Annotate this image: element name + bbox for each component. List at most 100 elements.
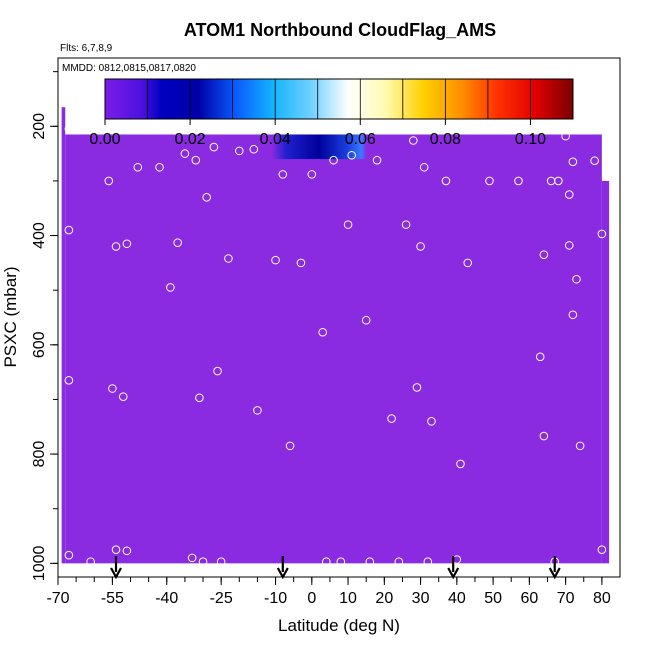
colorbar: 0.00 0.02 0.04 0.06 0.08 0.10 [89, 78, 574, 148]
sample-point [387, 414, 396, 423]
sample-point [361, 315, 371, 325]
sample-point [568, 310, 578, 320]
sample-point [118, 392, 128, 402]
colorbar-tick-label: 0.02 [175, 131, 206, 148]
sample-point [561, 131, 570, 141]
colorbar-tick-label: 0.08 [430, 131, 461, 148]
sample-point [394, 557, 404, 567]
sample-point [64, 376, 74, 385]
sample-point [401, 220, 411, 229]
sample-point [198, 557, 208, 567]
sample-point [133, 162, 143, 172]
sample-point [597, 545, 607, 554]
y-axis-label: PSXC (mbar) [1, 266, 20, 367]
sample-point [463, 258, 473, 268]
sample-point [216, 557, 226, 567]
x-tick-label: -70 [46, 590, 69, 607]
sample-point [590, 156, 599, 166]
y-tick-label: 200 [31, 113, 48, 140]
sample-point [111, 242, 121, 251]
sample-point [195, 393, 204, 403]
colorbar-tick-label: 0.10 [515, 131, 546, 148]
sample-point [64, 124, 74, 134]
sample-point [104, 176, 114, 186]
x-tick-label: -40 [155, 590, 178, 607]
sample-point [575, 441, 585, 451]
x-tick-label: 70 [557, 590, 575, 607]
sample-point [597, 229, 607, 239]
sample-point [318, 327, 327, 337]
colorbar-tick-label: 0.00 [89, 131, 120, 148]
colorbar-gradient [104, 78, 574, 120]
sample-point [372, 155, 382, 165]
field-edge-right [601, 180, 610, 564]
sample-point [419, 162, 429, 172]
sample-point [412, 383, 422, 392]
sample-point [329, 155, 338, 165]
x-tick-label: 30 [412, 590, 430, 607]
chart-title: ATOM1 Northbound CloudFlag_AMS [184, 20, 496, 40]
sample-point [180, 149, 190, 158]
sample-point [224, 254, 233, 263]
sample-point [514, 176, 523, 186]
axes: -70 -55 -40 -25 -10 0 10 20 30 40 50 60 70 80 200 400 60… [31, 71, 611, 607]
sample-point [539, 250, 549, 259]
sample-point [343, 220, 353, 229]
x-tick-label: 20 [375, 590, 393, 607]
sample-point [122, 239, 132, 249]
sample-point [234, 146, 244, 156]
colorbar-tick-label: 0.06 [345, 131, 376, 148]
sample-point [111, 545, 121, 554]
flights-note: Flts: 6,7,8,9 [60, 43, 113, 54]
field-background [65, 134, 602, 564]
sample-point [187, 553, 197, 563]
sample-point [108, 384, 117, 393]
sample-point [285, 441, 295, 451]
sample-point [535, 352, 545, 362]
x-tick-label: 0 [307, 590, 316, 607]
sample-point [456, 459, 465, 469]
sample-point [253, 406, 262, 415]
sample-point [336, 557, 346, 567]
dates-note: MMDD: 0812,0815,0817,0820 [62, 63, 196, 74]
sample-point [423, 557, 433, 567]
sample-point [213, 366, 222, 376]
sample-point [307, 170, 317, 179]
x-axis-label: Latitude (deg N) [278, 616, 400, 635]
plot-area [61, 107, 610, 580]
sample-point [271, 255, 280, 265]
sample-point [86, 557, 95, 567]
sample-point [564, 241, 574, 250]
x-tick-label: 80 [593, 590, 611, 607]
sample-point [296, 258, 306, 268]
x-tick-label: -25 [210, 590, 233, 607]
sample-point [554, 176, 563, 186]
sample-point [191, 155, 201, 165]
sample-point [409, 136, 418, 145]
y-tick-label: 800 [31, 441, 48, 468]
sample-point [122, 546, 132, 556]
sample-point [365, 557, 375, 567]
sample-point [564, 190, 574, 199]
x-tick-label: -55 [101, 590, 124, 607]
colorbar-tick-label: 0.04 [260, 131, 291, 148]
sample-point [209, 142, 219, 152]
sample-point [347, 150, 356, 160]
y-tick-label: 600 [31, 331, 48, 358]
sample-point [155, 162, 164, 172]
sample-point [278, 170, 288, 179]
sample-point [202, 193, 211, 202]
y-tick-label: 400 [31, 222, 48, 249]
x-tick-label: 40 [448, 590, 466, 607]
sample-point [539, 431, 549, 441]
sample-point [249, 144, 259, 154]
high-value-region [271, 134, 367, 160]
sample-point [173, 238, 182, 247]
x-tick-label: 60 [520, 590, 538, 607]
y-tick-label: 1000 [31, 545, 48, 581]
sample-point [166, 283, 175, 292]
sample-point [568, 157, 578, 167]
x-tick-label: 10 [339, 590, 357, 607]
field-edge-left [61, 107, 66, 564]
